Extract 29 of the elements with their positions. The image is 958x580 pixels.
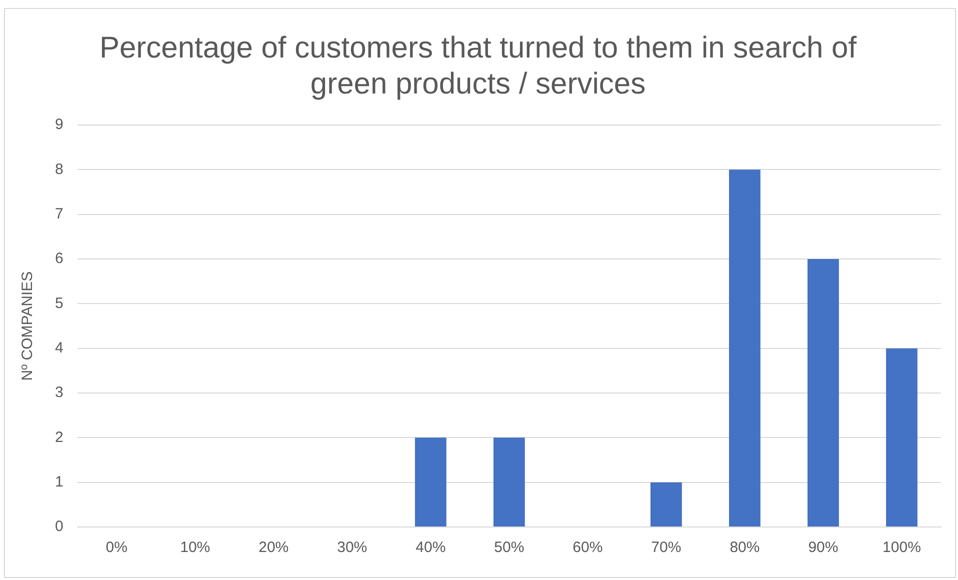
y-tick-label: 9 xyxy=(55,116,64,134)
x-tick-label: 10% xyxy=(180,539,210,556)
chart-title: Percentage of customers that turned to them in search of green products / services xyxy=(99,31,858,100)
y-tick-label: 2 xyxy=(55,428,64,446)
x-tick-label: 20% xyxy=(258,539,289,556)
x-tick-label: 30% xyxy=(337,539,368,556)
bar xyxy=(493,438,525,526)
x-tick-label: 60% xyxy=(572,539,603,556)
x-tick-label: 0% xyxy=(106,539,128,556)
y-axis-title: Nº COMPANIES xyxy=(19,271,36,381)
y-tick-label: 8 xyxy=(55,160,64,178)
y-tick-label: 7 xyxy=(55,205,64,222)
x-tick-label: 100% xyxy=(882,539,921,556)
y-tick-label: 0 xyxy=(55,518,64,536)
x-tick-label: 70% xyxy=(651,539,682,556)
y-tick-label: 6 xyxy=(55,250,64,268)
y-tick-label: 4 xyxy=(55,339,64,356)
bar xyxy=(729,170,760,526)
y-tick-label: 5 xyxy=(55,294,64,312)
bar xyxy=(414,438,446,526)
x-tick-label: 80% xyxy=(730,539,760,556)
bar xyxy=(650,482,682,526)
bar xyxy=(886,348,918,526)
y-tick-label: 3 xyxy=(55,384,64,402)
x-tick-label: 40% xyxy=(416,539,446,556)
x-tick-label: 50% xyxy=(494,539,524,556)
x-tick-label: 90% xyxy=(808,539,838,556)
y-tick-label: 1 xyxy=(55,473,64,490)
bar xyxy=(808,259,839,526)
